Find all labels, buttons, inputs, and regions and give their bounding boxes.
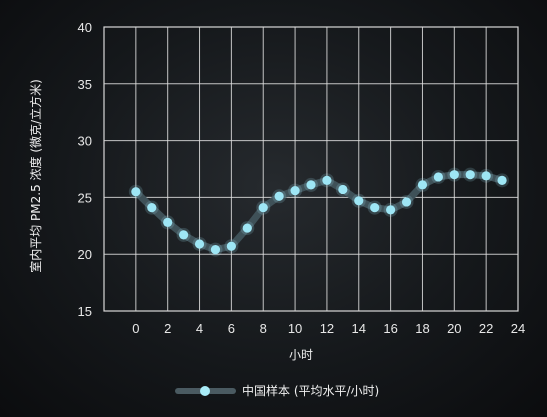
series-line-0 bbox=[132, 171, 506, 254]
data-point-0 bbox=[131, 187, 141, 197]
x-tick-label-6: 6 bbox=[228, 321, 235, 336]
x-tick-label-0: 0 bbox=[132, 321, 139, 336]
y-axis-label: 室内平均 PM2.5 浓度 (微克/立方米) bbox=[28, 79, 43, 273]
plot-frame bbox=[103, 26, 519, 312]
legend-marker-swatch bbox=[200, 386, 210, 396]
x-tick-label-18: 18 bbox=[415, 321, 429, 336]
series bbox=[128, 167, 510, 257]
data-point-13 bbox=[338, 184, 348, 195]
data-point-23 bbox=[497, 175, 507, 185]
axis-labels: 室内平均 PM2.5 浓度 (微克/立方米) 小时 bbox=[28, 79, 313, 362]
data-point-11 bbox=[306, 180, 316, 190]
y-tick-label-30: 30 bbox=[78, 134, 92, 149]
x-tick-label-4: 4 bbox=[196, 321, 203, 336]
legend: 中国样本 (平均水平/小时) bbox=[175, 383, 379, 398]
data-point-6 bbox=[226, 241, 236, 251]
y-tick-label-35: 35 bbox=[78, 77, 92, 92]
data-point-20 bbox=[449, 170, 459, 180]
data-point-19 bbox=[433, 172, 443, 182]
x-tick-label-22: 22 bbox=[479, 321, 493, 336]
data-point-4 bbox=[194, 239, 205, 249]
x-tick-label-14: 14 bbox=[352, 321, 366, 336]
x-axis-label: 小时 bbox=[289, 348, 313, 362]
data-point-21 bbox=[465, 170, 475, 180]
data-point-16 bbox=[386, 205, 396, 215]
y-tick-label-15: 15 bbox=[78, 304, 92, 319]
data-point-14 bbox=[354, 196, 364, 206]
data-point-10 bbox=[290, 185, 300, 196]
data-point-22 bbox=[481, 171, 491, 181]
y-tick-label-25: 25 bbox=[78, 190, 92, 205]
x-tick-label-16: 16 bbox=[383, 321, 397, 336]
x-tick-label-24: 24 bbox=[511, 321, 525, 336]
x-tick-label-10: 10 bbox=[288, 321, 302, 336]
data-point-18 bbox=[417, 180, 428, 190]
data-point-17 bbox=[401, 197, 412, 207]
data-point-3 bbox=[179, 230, 189, 240]
data-point-7 bbox=[242, 223, 252, 233]
data-point-15 bbox=[370, 203, 380, 213]
data-point-5 bbox=[210, 245, 221, 255]
y-tick-label-40: 40 bbox=[78, 20, 92, 35]
y-tick-label-20: 20 bbox=[78, 247, 92, 262]
x-tick-label-20: 20 bbox=[447, 321, 461, 336]
x-tick-label-2: 2 bbox=[164, 321, 171, 336]
x-tick-label-12: 12 bbox=[320, 321, 334, 336]
data-point-2 bbox=[163, 217, 173, 227]
data-point-1 bbox=[147, 203, 157, 213]
legend-entry-label: 中国样本 (平均水平/小时) bbox=[242, 383, 379, 398]
data-point-9 bbox=[274, 191, 284, 201]
data-point-12 bbox=[322, 175, 332, 185]
data-point-8 bbox=[258, 203, 268, 213]
x-tick-label-8: 8 bbox=[260, 321, 267, 336]
